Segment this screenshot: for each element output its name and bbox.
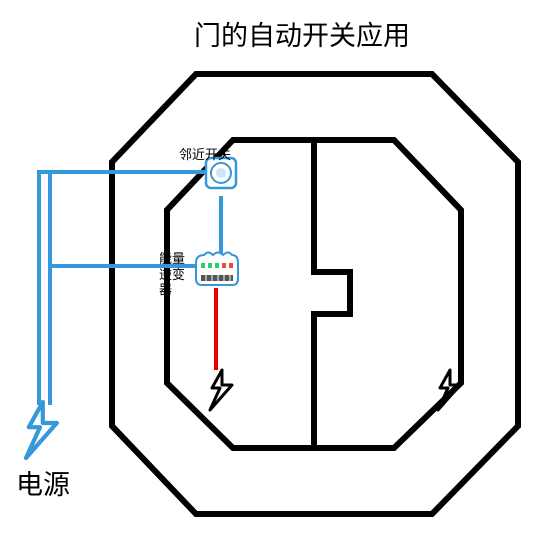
power-label: 电源	[16, 463, 70, 502]
diagram-title: 门的自动开关应用	[194, 14, 410, 53]
lightning-bolt-icon	[438, 370, 460, 410]
wire-blue-group	[39, 172, 221, 405]
proximity-switch-label: 邻近开关	[179, 144, 231, 163]
door-divider	[314, 140, 350, 448]
lightning-bolt-icon	[26, 402, 57, 458]
energy-inverter-icon	[196, 253, 238, 286]
lightning-bolt-icon	[210, 370, 232, 410]
diagram-canvas	[0, 0, 539, 539]
energy-inverter-label: 能量 逆变 器	[159, 251, 185, 298]
